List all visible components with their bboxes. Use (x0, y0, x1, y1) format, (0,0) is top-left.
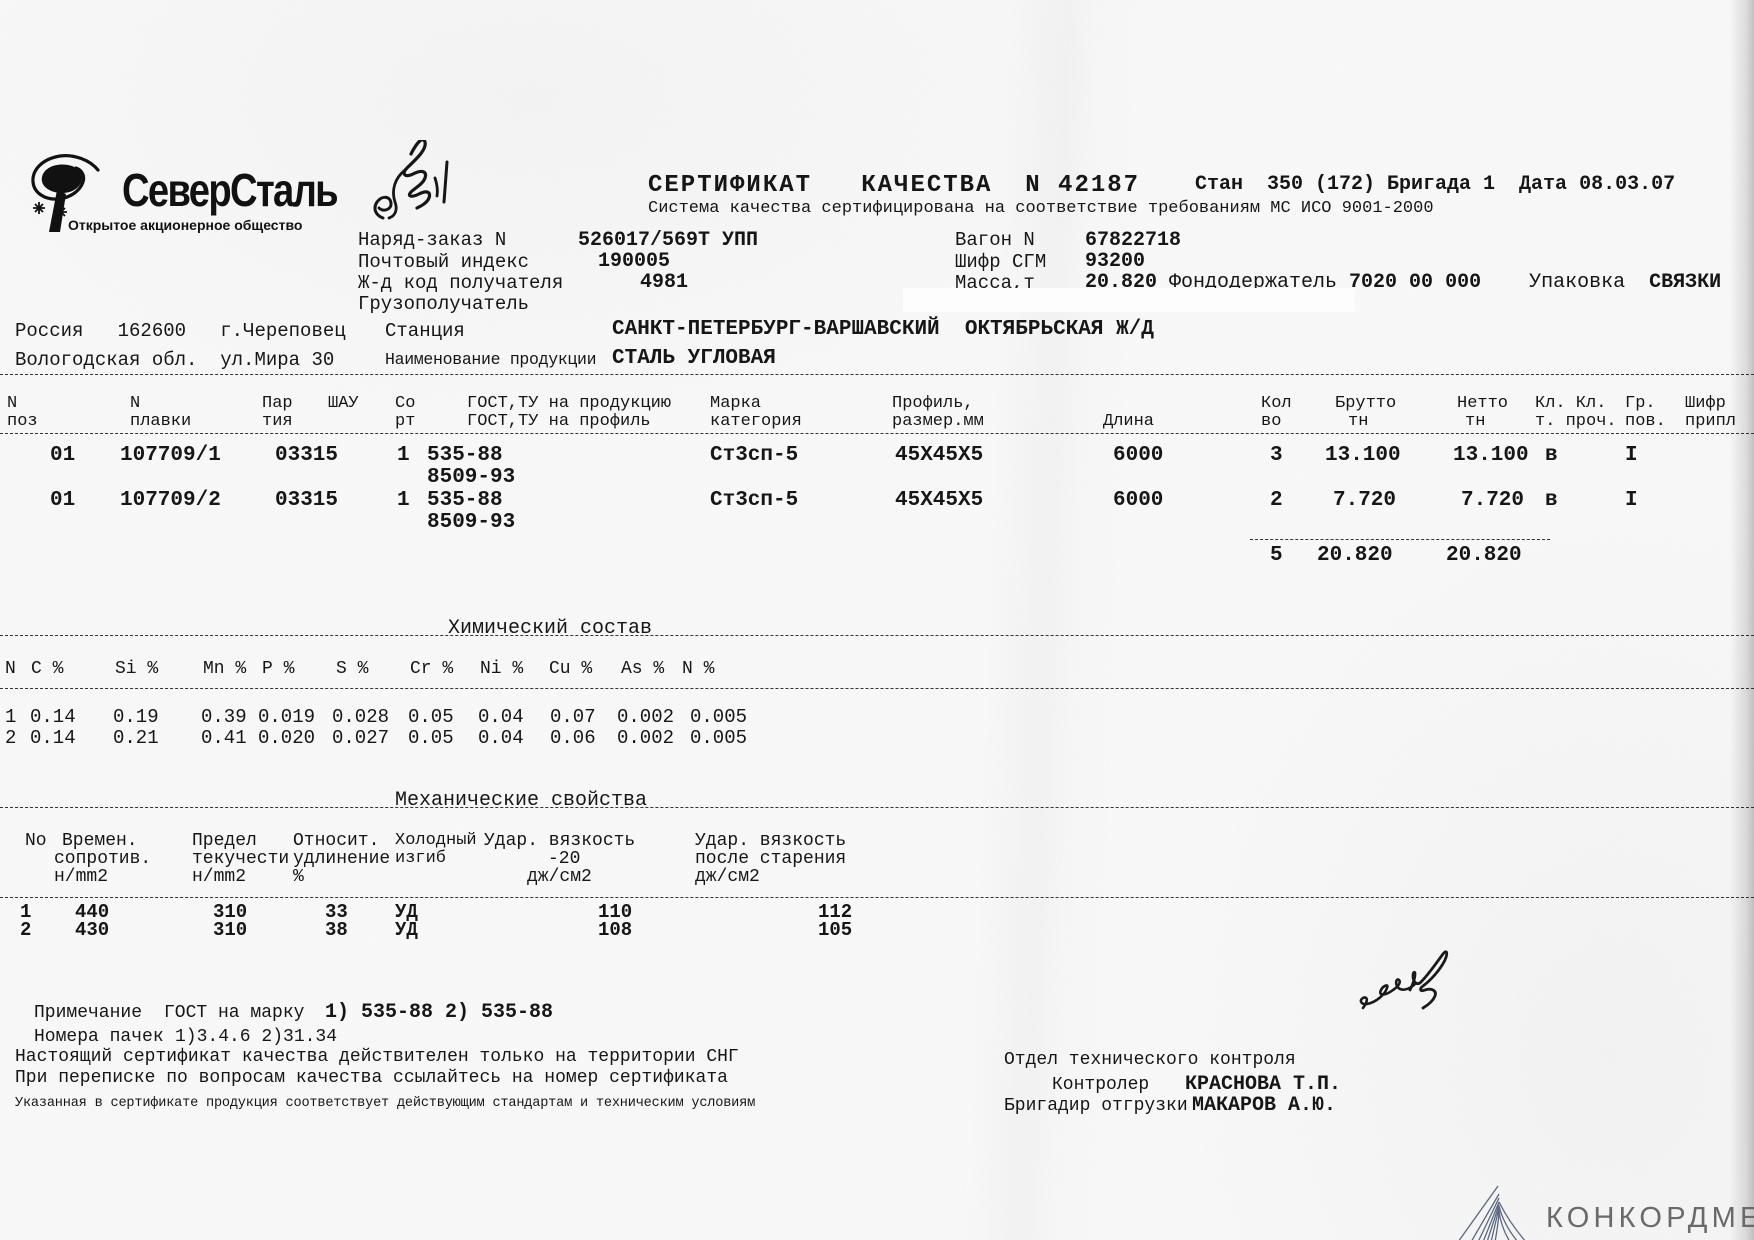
svg-text:СеверСталь: СеверСталь (122, 164, 338, 216)
svg-text:КОНКОРДМЕТАЛЛ: КОНКОРДМЕТАЛЛ (1546, 1202, 1754, 1234)
svg-text:Открытое акционерное общество: Открытое акционерное общество (68, 217, 302, 233)
